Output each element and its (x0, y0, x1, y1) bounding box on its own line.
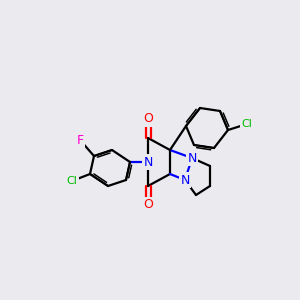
Text: O: O (143, 112, 153, 125)
Text: Cl: Cl (67, 176, 77, 186)
Text: N: N (180, 173, 190, 187)
Text: N: N (143, 155, 153, 169)
Text: Cl: Cl (242, 119, 252, 129)
Text: O: O (143, 199, 153, 212)
Text: F: F (76, 134, 84, 146)
Text: N: N (187, 152, 197, 164)
